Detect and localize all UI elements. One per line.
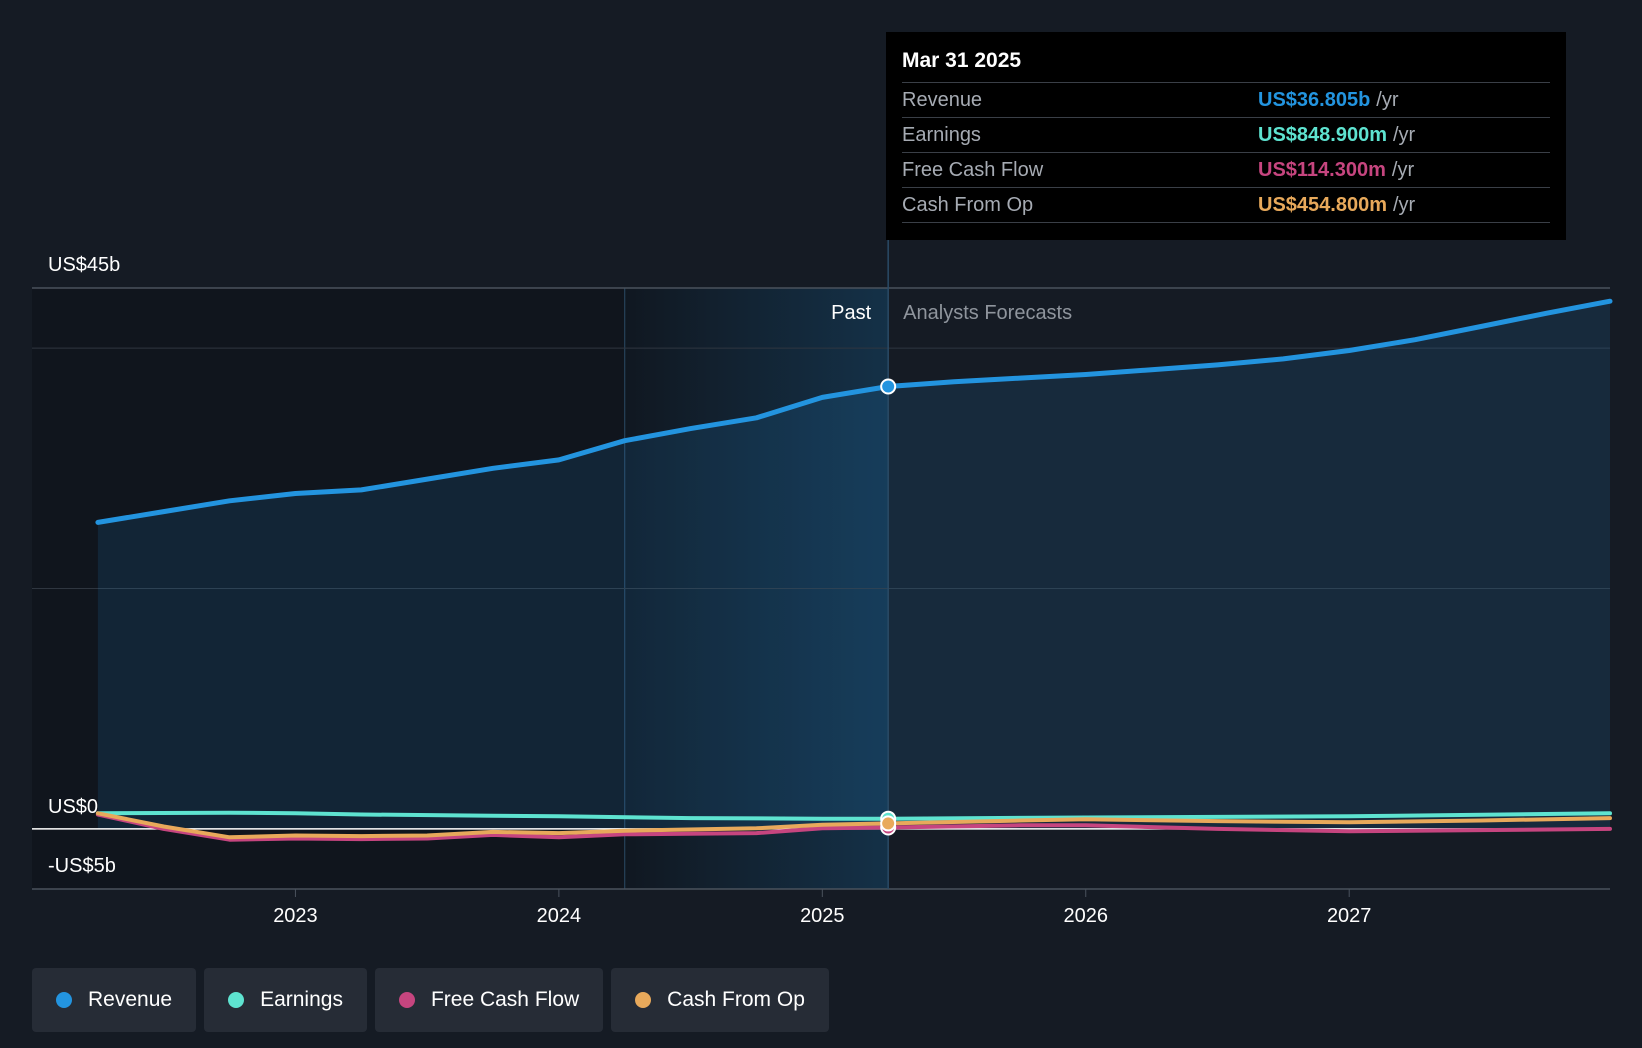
legend-label: Earnings: [260, 988, 343, 1011]
x-tick-label: 2027: [1327, 905, 1372, 927]
tooltip-date: Mar 31 2025: [902, 46, 1550, 83]
tooltip-label: Cash From Op: [902, 194, 1034, 216]
earnings-dot-icon: [228, 992, 245, 1008]
x-tick-label: 2026: [1064, 905, 1109, 927]
x-tick-label: 2024: [537, 905, 582, 927]
legend-item-cash-from-op[interactable]: Cash From Op: [611, 968, 829, 1032]
legend: Revenue Earnings Free Cash Flow Cash Fro…: [32, 968, 837, 1032]
legend-item-earnings[interactable]: Earnings: [204, 968, 367, 1032]
tooltip: Mar 31 2025 Revenue US$36.805b /yr Earni…: [886, 32, 1566, 240]
tooltip-row-free-cash-flow: Free Cash Flow US$114.300m /yr: [902, 153, 1550, 188]
legend-label: Free Cash Flow: [430, 988, 580, 1011]
revenue-line: [95, 298, 1613, 525]
free-cash-flow-dot-icon: [398, 992, 415, 1008]
x-tick-label: 2025: [800, 905, 845, 927]
tooltip-row-revenue: Revenue US$36.805b /yr: [902, 83, 1550, 118]
cash-from-op-marker: [880, 815, 897, 832]
legend-item-revenue[interactable]: Revenue: [32, 968, 197, 1032]
tooltip-value: US$454.800m: [1258, 194, 1387, 216]
revenue-area: [97, 301, 1610, 829]
tooltip-unit: /yr: [1376, 89, 1399, 111]
y-axis-label-top: US$45b: [48, 254, 120, 276]
y-axis-label-zero: US$0: [48, 796, 98, 818]
revenue-dot-icon: [56, 992, 72, 1008]
legend-label: Cash From Op: [667, 988, 805, 1011]
tooltip-row-cash-from-op: Cash From Op US$454.800m /yr: [902, 188, 1550, 223]
tooltip-label: Free Cash Flow: [902, 159, 1044, 181]
x-tick-label: 2023: [273, 905, 318, 927]
earnings-line: [95, 810, 1612, 821]
past-label: Past: [831, 302, 871, 324]
tooltip-unit: /yr: [1392, 194, 1416, 216]
cash-from-op-dot-icon: [635, 992, 652, 1008]
legend-item-free-cash-flow[interactable]: Free Cash Flow: [374, 968, 604, 1032]
tooltip-value: US$36.805b: [1258, 89, 1371, 111]
free-cash-flow-line: [95, 812, 1612, 842]
tooltip-label: Earnings: [902, 124, 981, 146]
tooltip-value: US$114.300m: [1258, 159, 1386, 181]
tooltip-value: US$848.900m: [1258, 124, 1387, 146]
tooltip-unit: /yr: [1392, 124, 1416, 146]
cash-from-op-line: [95, 811, 1612, 840]
tooltip-row-earnings: Earnings US$848.900m /yr: [902, 118, 1550, 153]
revenue-marker: [880, 378, 897, 395]
forecast-label: Analysts Forecasts: [903, 302, 1072, 324]
y-axis-label-bottom: -US$5b: [48, 855, 116, 877]
legend-label: Revenue: [88, 988, 173, 1011]
tooltip-label: Revenue: [902, 89, 983, 111]
tooltip-unit: /yr: [1391, 159, 1415, 181]
